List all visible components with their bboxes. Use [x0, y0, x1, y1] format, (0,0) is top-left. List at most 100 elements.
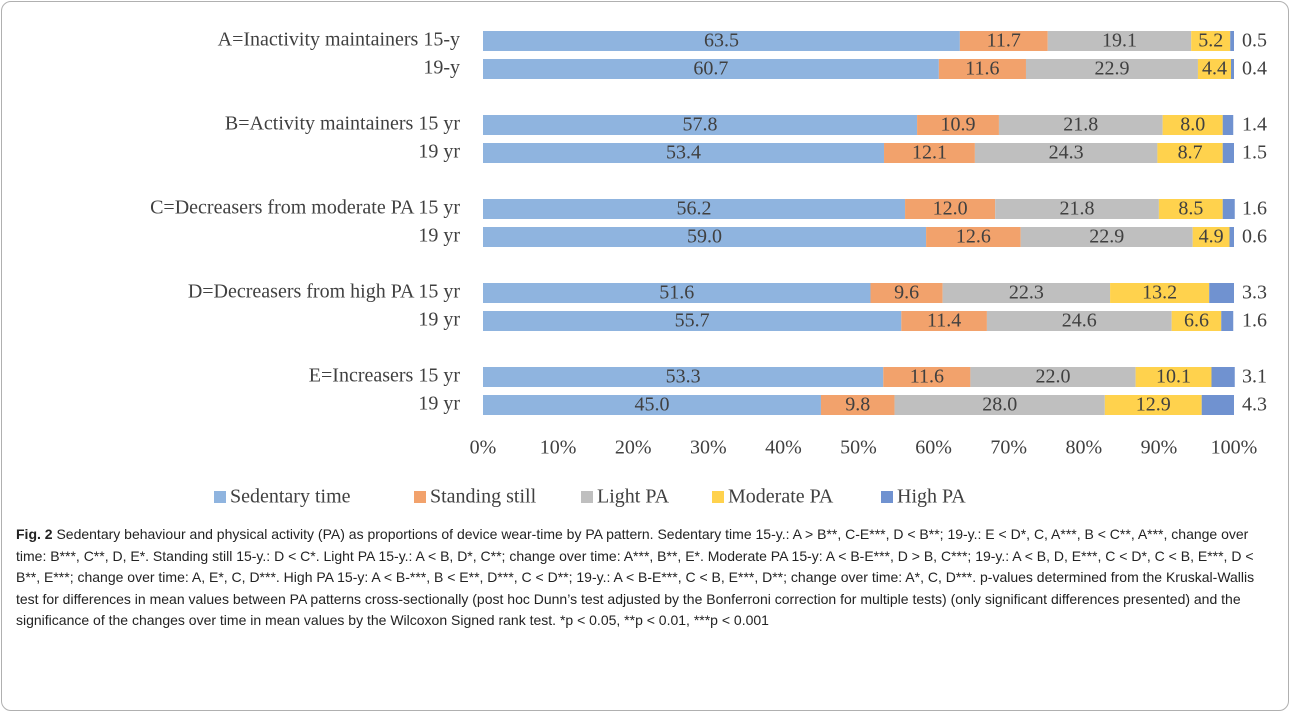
category-label: 19 yr: [418, 225, 460, 247]
value-label: 19.1: [1102, 30, 1137, 52]
value-label: 12.6: [956, 226, 991, 248]
bar-segment: [938, 59, 1026, 79]
category-label: E=Increasers 15 yr: [309, 365, 461, 387]
value-label: 0.5: [1242, 30, 1267, 52]
legend-swatch: [581, 491, 593, 503]
value-label: 55.7: [675, 310, 710, 332]
bar-segment: [483, 311, 902, 331]
category-label: 19 yr: [418, 309, 460, 331]
value-label: 3.1: [1242, 366, 1267, 388]
value-label: 21.8: [1060, 198, 1095, 220]
legend-swatch: [712, 491, 724, 503]
bar-segment: [1222, 115, 1234, 135]
value-label: 11.4: [927, 310, 961, 332]
value-label: 53.4: [666, 142, 701, 164]
bar-segment: [926, 227, 1021, 247]
value-label: 12.1: [912, 142, 947, 164]
bar-segment: [1047, 31, 1192, 51]
legend-swatch: [414, 491, 426, 503]
value-label: 10.1: [1156, 366, 1191, 388]
bar-segment: [483, 283, 871, 303]
value-label: 45.0: [634, 394, 669, 416]
bar-segment: [1191, 31, 1231, 51]
value-label: 10.9: [941, 114, 976, 136]
bar-segment: [1171, 311, 1222, 331]
bar-segment: [483, 199, 906, 219]
caption-label: Fig. 2: [16, 526, 53, 542]
bar-segment: [995, 199, 1159, 219]
bar-segment: [1201, 395, 1234, 415]
bar-segment: [986, 311, 1172, 331]
bar-segment: [1135, 367, 1212, 387]
bar-segment: [1025, 59, 1198, 79]
legend-label: Sedentary time: [230, 486, 351, 508]
category-label: D=Decreasers from high PA 15 yr: [188, 281, 460, 303]
value-label: 12.9: [1136, 394, 1171, 416]
bar-segment: [1230, 31, 1234, 51]
value-label: 11.6: [965, 58, 999, 80]
value-label: 60.7: [693, 58, 728, 80]
bar-segment: [1229, 227, 1234, 247]
bar-segment: [883, 367, 971, 387]
value-label: 11.6: [910, 366, 944, 388]
bar-segment: [905, 199, 996, 219]
legend-label: Light PA: [597, 486, 670, 508]
bar-segment: [483, 143, 885, 163]
bar-segment: [1104, 395, 1202, 415]
bar-segment: [1158, 199, 1223, 219]
x-tick-label: 30%: [690, 437, 727, 459]
value-label: 0.6: [1242, 226, 1267, 248]
category-label: B=Activity maintainers 15 yr: [225, 113, 460, 135]
category-label: C=Decreasers from moderate PA 15 yr: [150, 197, 460, 219]
value-label: 1.5: [1242, 142, 1267, 164]
value-label: 51.6: [659, 282, 694, 304]
bar-segment: [1192, 227, 1230, 247]
value-label: 9.6: [894, 282, 919, 304]
bar-segment: [970, 367, 1136, 387]
x-tick-label: 20%: [615, 437, 652, 459]
bar-segment: [1211, 367, 1235, 387]
value-label: 1.4: [1242, 114, 1267, 136]
value-label: 11.7: [987, 30, 1021, 52]
value-label: 57.8: [683, 114, 718, 136]
value-label: 4.3: [1242, 394, 1267, 416]
bar-segment: [1230, 59, 1234, 79]
value-label: 63.5: [704, 30, 739, 52]
bar-segment: [820, 395, 895, 415]
x-tick-label: 10%: [540, 437, 577, 459]
value-label: 12.0: [933, 198, 968, 220]
legend-label: High PA: [897, 486, 966, 508]
value-label: 24.6: [1062, 310, 1097, 332]
value-label: 0.4: [1242, 58, 1267, 80]
x-tick-label: 0%: [470, 437, 497, 459]
x-tick-label: 100%: [1211, 437, 1258, 459]
value-label: 59.0: [687, 226, 722, 248]
value-label: 22.9: [1094, 58, 1129, 80]
value-label: 21.8: [1063, 114, 1098, 136]
bar-segment: [894, 395, 1105, 415]
caption: Fig. 2 Sedentary behaviour and physical …: [16, 524, 1278, 632]
chart: A=Inactivity maintainers 15-y 19-y B=Activ…: [150, 29, 1267, 508]
value-label: 1.6: [1242, 310, 1267, 332]
value-label: 4.9: [1199, 226, 1224, 248]
x-tick-label: 60%: [915, 437, 952, 459]
bar-segment: [974, 143, 1158, 163]
value-label: 1.6: [1242, 198, 1267, 220]
value-label: 3.3: [1242, 282, 1267, 304]
x-tick-label: 40%: [765, 437, 802, 459]
value-label: 22.9: [1089, 226, 1124, 248]
legend-swatch: [214, 491, 226, 503]
legend-swatch: [881, 491, 893, 503]
bar-segment: [917, 115, 999, 135]
legend-label: Moderate PA: [728, 486, 834, 508]
category-label: 19 yr: [418, 141, 460, 163]
caption-text: Sedentary behaviour and physical activit…: [16, 526, 1255, 629]
value-label: 8.7: [1178, 142, 1203, 164]
value-label: 5.2: [1198, 30, 1223, 52]
value-label: 4.4: [1202, 58, 1227, 80]
category-label: 19-y: [423, 57, 460, 79]
bar-segment: [1197, 59, 1231, 79]
bar-segment: [1222, 199, 1235, 219]
value-label: 53.3: [666, 366, 701, 388]
